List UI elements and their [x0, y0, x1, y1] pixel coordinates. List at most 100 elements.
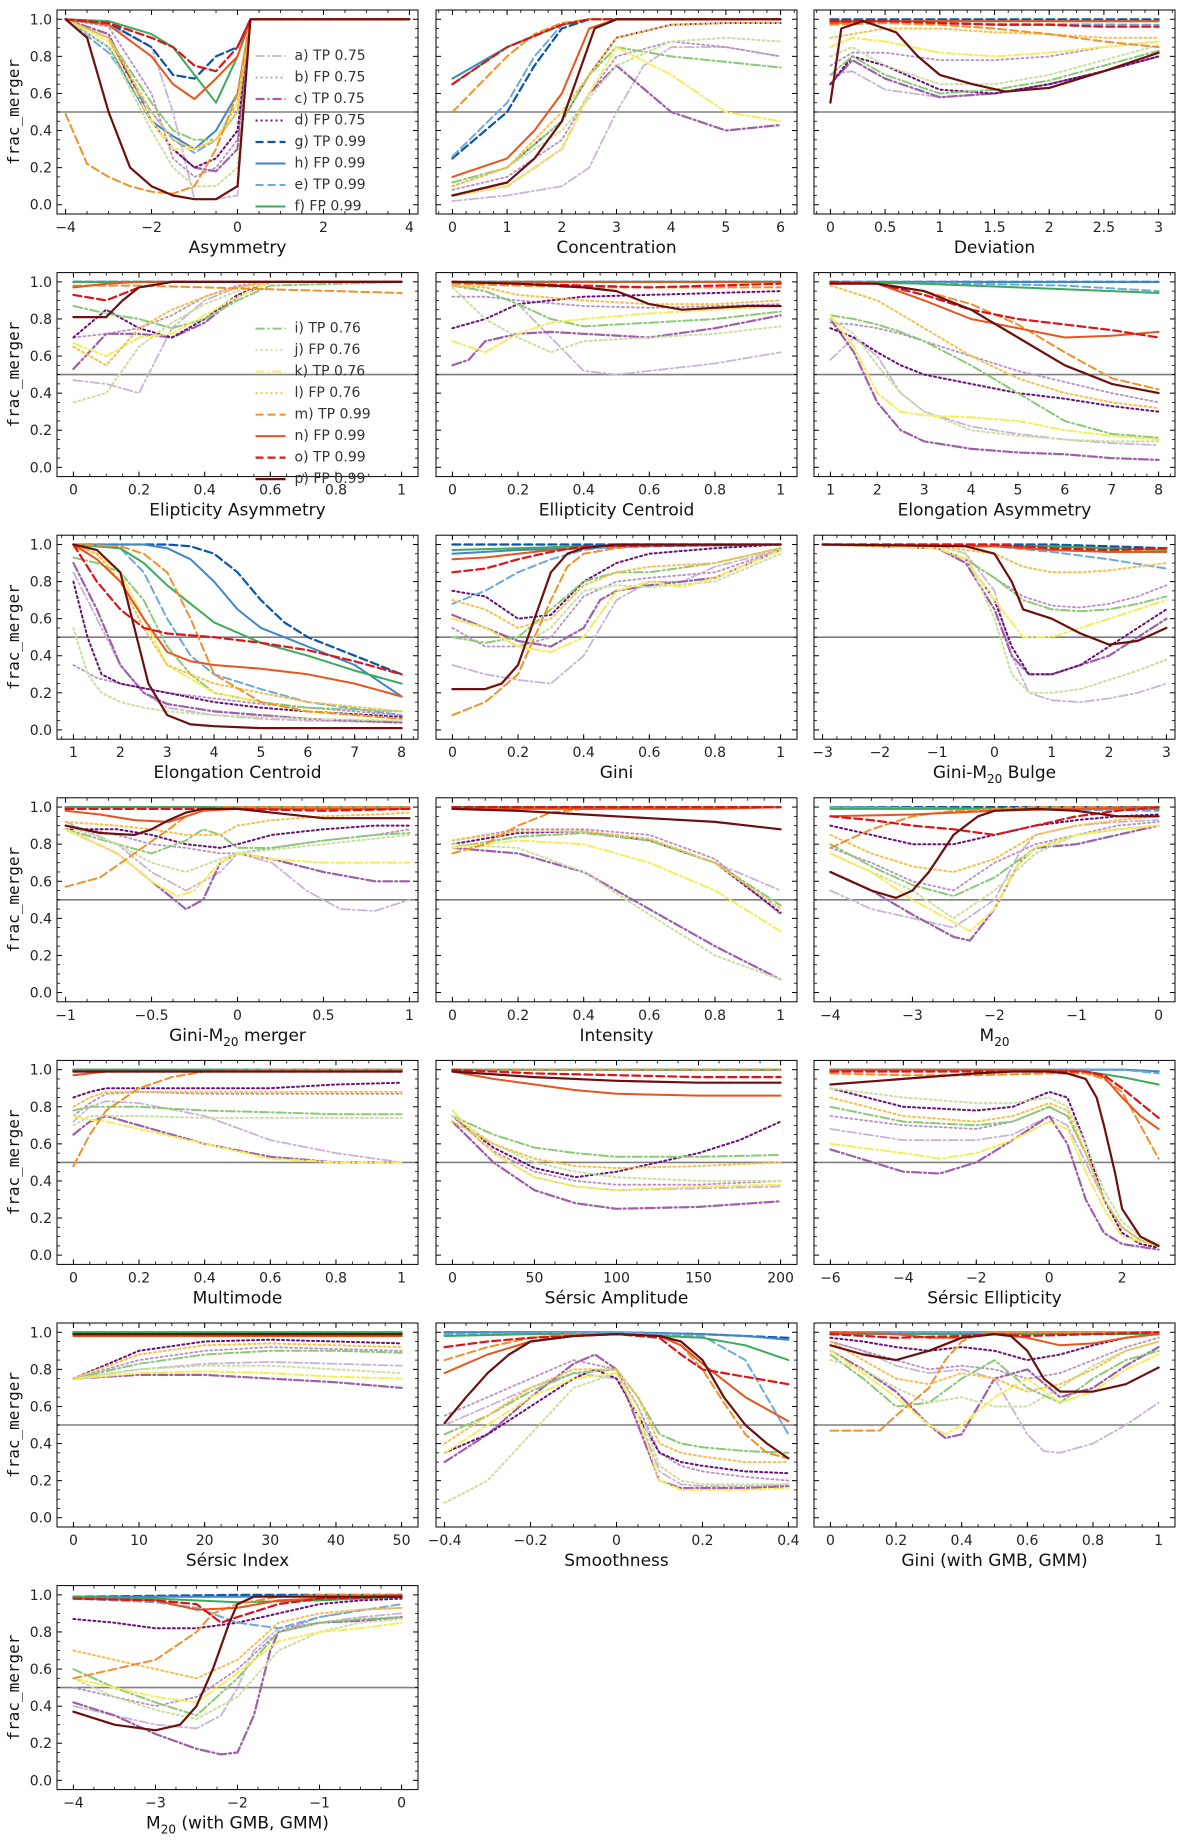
- series-line-j: [829, 1340, 1160, 1408]
- series-line-a: [821, 543, 1168, 703]
- series-line-i: [451, 46, 782, 184]
- x-axis-label-sub: 20: [994, 1035, 1009, 1049]
- y-tick-label: 0.2: [30, 1211, 52, 1227]
- x-tick-label: −2: [870, 745, 891, 761]
- x-axis-label-suffix: (with GMB, GMM): [176, 1814, 329, 1834]
- x-axis-label: M20 (with GMB, GMM): [146, 1814, 329, 1837]
- x-tick-label: 0: [826, 1533, 835, 1549]
- x-tick-label: 0.2: [885, 1533, 907, 1549]
- y-tick-label: 0.6: [30, 1137, 52, 1153]
- series-line-b: [72, 664, 403, 716]
- x-tick-label: 4: [967, 483, 976, 499]
- x-tick-label: 7: [350, 745, 359, 761]
- series-line-k: [72, 280, 403, 358]
- x-axis-label-main: Sérsic Ellipticity: [927, 1288, 1061, 1308]
- x-tick-label: −0.4: [428, 1533, 462, 1549]
- legend-label-d: d) FP 0.75: [295, 113, 366, 129]
- y-axis-label: frac_merger: [4, 1109, 23, 1215]
- legend: i) TP 0.76 j) FP 0.76 k) TP 0.76 l) FP 0.76…: [255, 321, 371, 487]
- x-axis-label-suffix: Bulge: [1002, 763, 1056, 783]
- x-tick-label: 2: [1105, 745, 1114, 761]
- x-tick-label: −1: [309, 1796, 330, 1812]
- x-tick-label: 2: [319, 220, 328, 236]
- series-group: [451, 280, 782, 376]
- x-tick-label: 0.2: [507, 483, 529, 499]
- series-line-b: [829, 321, 1160, 404]
- y-tick-label: 0.4: [30, 124, 52, 140]
- x-tick-label: −3: [145, 1796, 166, 1812]
- x-tick-label: 30: [261, 1533, 279, 1549]
- x-tick-label: 0.2: [507, 1008, 529, 1024]
- x-tick-label: 1: [405, 1008, 414, 1024]
- series-line-d: [829, 813, 1160, 846]
- x-axis-label-main: Deviation: [954, 238, 1035, 258]
- x-tick-label: 1.5: [983, 220, 1005, 236]
- x-tick-label: 1: [1047, 745, 1056, 761]
- series-line-o: [451, 543, 782, 574]
- series-group: [829, 1331, 1160, 1454]
- panel-10: 0.0 0.2 0.4 0.6 0.8 1.0 −1 −0.5 0 0.5 1 Gini-M20 me…: [4, 797, 419, 1049]
- x-tick-label: 2: [557, 220, 566, 236]
- panel-19: 0.0 0.2 0.4 0.6 0.8 1.0 −4 −3 −2 −1 0 M20 (with GMB…: [4, 1585, 419, 1837]
- x-tick-label: 3: [163, 745, 172, 761]
- series-line-o: [72, 1595, 403, 1624]
- y-tick-label: 0.6: [30, 349, 52, 365]
- y-tick-label: 1.0: [30, 275, 52, 291]
- series-group: [451, 1068, 782, 1210]
- x-tick-label: −4: [55, 220, 76, 236]
- series-line-l: [829, 1096, 1160, 1247]
- series-line-k: [451, 305, 782, 354]
- x-axis-label-suffix: merger: [239, 1026, 306, 1046]
- y-tick-label: 0.2: [30, 1736, 52, 1752]
- series-line-e: [443, 1331, 790, 1436]
- series-line-f: [72, 543, 403, 685]
- x-tick-label: 0.4: [777, 1533, 799, 1549]
- x-tick-label: 10: [130, 1533, 148, 1549]
- x-tick-label: 1: [503, 220, 512, 236]
- x-tick-label: 0: [233, 220, 242, 236]
- series-line-j: [72, 1115, 403, 1127]
- x-tick-label: 0: [69, 483, 78, 499]
- x-tick-label: −1: [55, 1008, 76, 1024]
- series-line-p: [72, 1595, 403, 1732]
- x-tick-label: 1: [776, 483, 785, 499]
- x-tick-label: 0.4: [194, 483, 216, 499]
- x-tick-label: 0: [1154, 1008, 1163, 1024]
- panel-5: 0 0.2 0.4 0.6 0.8 1 Ellipticity Centroid: [435, 272, 798, 521]
- series-line-d: [451, 1115, 782, 1179]
- series-line-c: [829, 1345, 1160, 1440]
- series-line-j: [72, 626, 403, 722]
- series-line-c: [451, 1120, 782, 1210]
- series-line-e: [72, 543, 403, 717]
- series-line-o: [72, 543, 403, 676]
- x-axis-label: Elongation Asymmetry: [898, 501, 1092, 521]
- series-group: [829, 280, 1160, 461]
- x-axis-label-main: Sérsic Index: [186, 1551, 289, 1571]
- x-tick-label: −3: [902, 1008, 923, 1024]
- x-tick-label: 0: [69, 1533, 78, 1549]
- x-tick-label: 8: [1154, 483, 1163, 499]
- x-tick-label: 1: [69, 745, 78, 761]
- x-tick-label: 0.2: [128, 1270, 150, 1286]
- series-line-l: [72, 1090, 403, 1108]
- y-tick-label: 0.6: [30, 1399, 52, 1415]
- x-axis-label-main: Asymmetry: [189, 238, 287, 258]
- series-line-a: [451, 46, 782, 202]
- y-tick-label: 0.0: [30, 198, 52, 214]
- series-line-p: [451, 543, 782, 691]
- x-tick-label: −1: [1066, 1008, 1087, 1024]
- panel-15: −6 −4 −2 0 2 Sérsic Ellipticity: [813, 1059, 1176, 1308]
- x-tick-label: 100: [603, 1270, 630, 1286]
- series-line-k: [72, 1370, 403, 1380]
- y-tick-label: 0.6: [30, 1662, 52, 1678]
- x-tick-label: 0.8: [704, 483, 726, 499]
- x-axis-label-main: Smoothness: [564, 1551, 669, 1571]
- x-axis-label: Gini-M20 Bulge: [933, 763, 1056, 786]
- panel-11: 0 0.2 0.4 0.6 0.8 1 Intensity: [435, 797, 798, 1046]
- legend: a) TP 0.75 b) FP 0.75 c) TP 0.75 d) FP 0.75…: [255, 48, 366, 215]
- series-line-p: [829, 282, 1160, 395]
- x-tick-label: 7: [1107, 483, 1116, 499]
- y-tick-label: 0.0: [30, 1773, 52, 1789]
- series-line-j: [72, 1618, 403, 1721]
